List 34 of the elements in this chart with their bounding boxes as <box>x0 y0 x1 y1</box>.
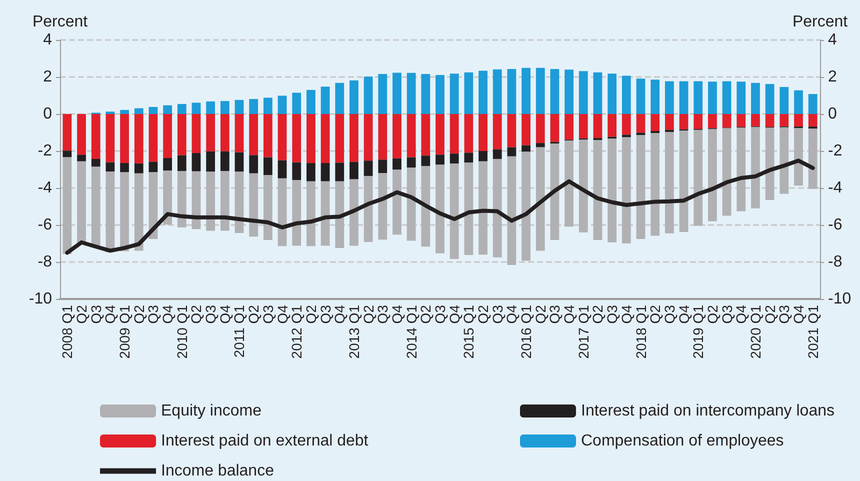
y-axis-title: Percent <box>32 14 88 30</box>
x-tick-label: Q2 <box>74 304 90 324</box>
y2-tick-label: -10 <box>828 290 852 308</box>
y2-tick-label: -6 <box>828 216 842 234</box>
legend-label: Interest paid on intercompany loans <box>581 402 834 420</box>
y-tick-label: 4 <box>43 32 52 48</box>
y-tick-label: -8 <box>38 254 52 270</box>
x-tick-label: 2016 Q1 <box>518 304 534 359</box>
y2-tick-label: 2 <box>828 68 837 86</box>
x-tick-label: 2009 Q1 <box>116 304 133 359</box>
x-tick-label: Q4 <box>561 304 578 324</box>
legend-label: Compensation of employees <box>581 432 784 450</box>
y2-axis-title: Percent <box>792 14 848 30</box>
legend-label: Income balance <box>161 462 274 480</box>
y2-tick-label: -4 <box>828 180 842 196</box>
x-tick-label: Q4 <box>160 304 176 324</box>
y-tick-label: -6 <box>38 216 52 234</box>
y-tick-label: 0 <box>43 106 52 122</box>
x-tick-label: Q2 <box>475 304 492 324</box>
y-tick-label: 2 <box>43 68 52 86</box>
y-tick-label: -4 <box>38 180 52 196</box>
y2-tick-label: 4 <box>828 32 837 48</box>
y2-tick-label: 0 <box>828 106 837 122</box>
x-tick-label: Q3 <box>202 304 219 324</box>
legend-label: Equity income <box>161 402 262 420</box>
x-tick-label: Q3 <box>432 304 448 324</box>
y2-tick-label: -2 <box>828 142 842 160</box>
y-tick-label: -2 <box>38 142 52 160</box>
x-tick-label: 2008 Q1 <box>59 304 76 359</box>
x-tick-label: Q3 <box>604 304 620 324</box>
y2-tick-label: -8 <box>828 254 842 270</box>
y-tick-label: -10 <box>28 290 52 308</box>
x-tick-label: Q2 <box>246 304 262 324</box>
legend-label: Interest paid on external debt <box>161 432 369 450</box>
